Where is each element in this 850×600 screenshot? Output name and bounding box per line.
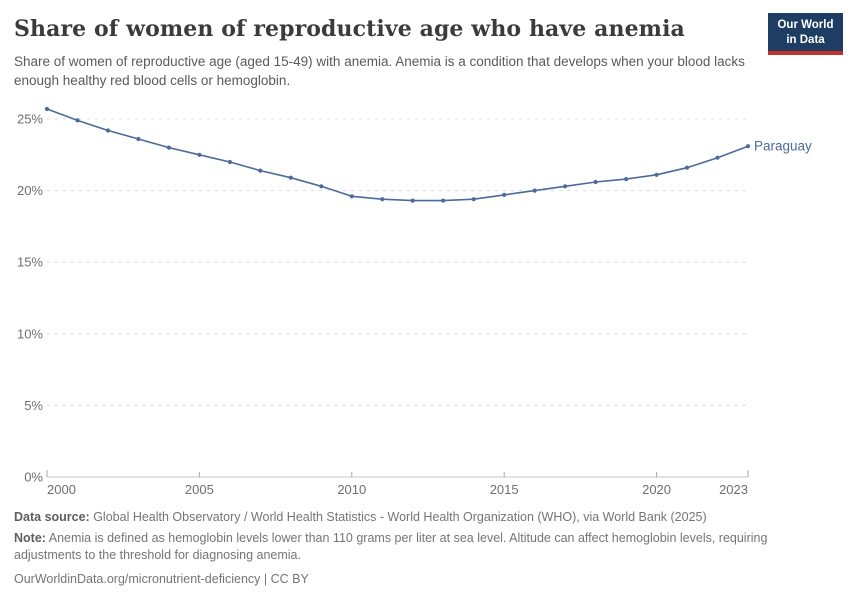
y-tick-label: 0% [24, 470, 43, 485]
data-point[interactable] [471, 197, 476, 202]
x-tick-label: 2010 [337, 482, 366, 497]
data-point[interactable] [166, 145, 171, 150]
data-point[interactable] [227, 159, 232, 165]
data-point[interactable] [502, 192, 507, 197]
data-point[interactable] [380, 197, 385, 202]
data-point[interactable] [319, 184, 324, 189]
data-source-label: Data source: [14, 510, 90, 524]
data-point[interactable] [410, 198, 415, 203]
line-chart-svg[interactable]: 0% 5% 10% 15% 20% 25% 2000 2005 2010 2015 2020 2023… [0, 95, 850, 505]
x-tick-label: 2015 [490, 482, 519, 497]
x-tick-label: 2023 [719, 482, 748, 497]
owid-logo-line2: in Data [786, 33, 825, 46]
data-point[interactable] [715, 155, 720, 160]
data-line-paraguay [46, 108, 749, 202]
data-point[interactable] [258, 168, 263, 173]
data-source-text: Global Health Observatory / World Health… [89, 510, 707, 524]
y-tick-label: 25% [17, 112, 43, 127]
data-point[interactable] [654, 172, 659, 177]
data-point[interactable] [745, 144, 751, 149]
data-point[interactable] [593, 179, 598, 185]
data-point[interactable] [288, 175, 293, 180]
y-tick-label: 5% [24, 398, 43, 413]
owid-logo-line1: Our World [777, 19, 834, 31]
chart-subtitle: Share of women of reproductive age (aged… [14, 54, 745, 88]
note-text: Anemia is defined as hemoglobin levels l… [14, 531, 768, 562]
page-title: Share of women of reproductive age who h… [14, 16, 685, 42]
footer-data-source: Data source: Global Health Observatory /… [14, 509, 814, 526]
data-point[interactable] [563, 184, 568, 189]
x-tick-label: 2020 [642, 482, 671, 497]
y-tick-label: 15% [17, 255, 43, 270]
note-label: Note: [14, 531, 46, 545]
y-tick-label: 20% [17, 183, 43, 198]
data-point[interactable] [197, 152, 202, 157]
footer-attribution: OurWorldinData.org/micronutrient-deficie… [14, 572, 309, 586]
x-tick-label: 2000 [47, 482, 76, 497]
series-end-label[interactable]: Paraguay [754, 139, 812, 154]
data-point[interactable] [624, 177, 629, 182]
data-point[interactable] [349, 194, 354, 199]
chart-footer: Data source: Global Health Observatory /… [14, 509, 814, 592]
data-point[interactable] [441, 198, 446, 203]
y-tick-label: 10% [17, 326, 43, 341]
data-point[interactable] [684, 165, 690, 170]
data-point[interactable] [75, 118, 80, 123]
data-point[interactable] [105, 128, 111, 133]
data-point[interactable] [136, 136, 141, 142]
owid-logo: Our World in Data [768, 13, 843, 55]
data-point[interactable] [44, 106, 50, 112]
data-point[interactable] [532, 188, 537, 193]
x-tick-label: 2005 [185, 482, 214, 497]
footer-note: Note: Anemia is defined as hemoglobin le… [14, 530, 814, 564]
